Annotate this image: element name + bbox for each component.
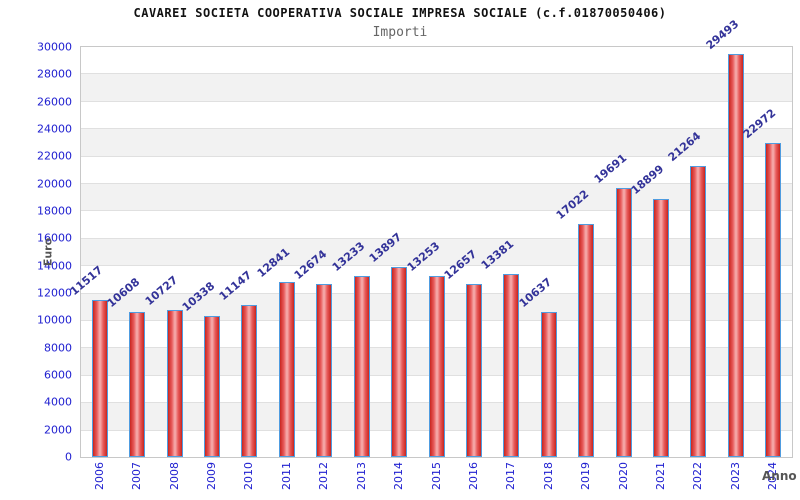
chart-subtitle: Importi [372, 25, 428, 40]
y-tick-label: 22000 [37, 149, 72, 163]
x-axis-label: Anno [762, 469, 797, 483]
bar-2014: 13897 [367, 231, 408, 457]
bar-value-label: 22972 [740, 106, 779, 142]
bar-value-label: 13233 [329, 239, 367, 275]
bar-2012: 12674 [292, 247, 333, 457]
bars-layer: 11517 10608 10727 10338 11147 12841 12674 13233… [67, 17, 792, 457]
grid-band [81, 73, 792, 101]
x-tick-label: 2018 [541, 462, 555, 490]
x-tick-label: 2007 [130, 462, 144, 490]
bar-value-label: 18899 [628, 162, 667, 197]
y-tick-label: 0 [65, 450, 72, 464]
y-tick-label: 18000 [37, 204, 72, 218]
bar-2006: 11517 [67, 263, 108, 457]
bar-2009: 10338 [180, 279, 220, 457]
bar-value-label: 13381 [478, 237, 517, 273]
y-tick-label: 12000 [37, 286, 72, 300]
y-tick-label: 6000 [44, 368, 72, 382]
x-tick-label: 2023 [728, 462, 742, 490]
bar-2010: 11147 [217, 268, 258, 457]
x-tick-label: 2019 [579, 462, 593, 490]
y-axis: 0 2000 4000 6000 8000 10000 12000 14000 16000 180… [0, 41, 80, 464]
bar-value-label: 13897 [366, 230, 405, 266]
y-tick-label: 24000 [37, 122, 72, 136]
x-tick-label: 2022 [691, 462, 705, 490]
y-tick-label: 2000 [44, 423, 72, 437]
y-tick-label: 10000 [37, 313, 72, 327]
x-tick-label: 2014 [392, 462, 406, 490]
bar-value-label: 12674 [291, 247, 330, 282]
bar-2022: 21264 [666, 130, 707, 457]
bar-value-label: 10338 [179, 279, 218, 314]
bar-2020: 19691 [591, 151, 632, 457]
bar-2021: 18899 [629, 162, 670, 457]
x-tick-label: 2010 [242, 462, 256, 490]
x-tick-label: 2020 [616, 462, 630, 490]
y-tick-label: 30000 [37, 40, 72, 54]
bar-2008: 10727 [142, 274, 183, 457]
bar-2016: 12657 [442, 247, 482, 457]
y-tick-label: 8000 [44, 341, 72, 355]
y-tick-label: 4000 [44, 395, 72, 409]
x-tick-label: 2012 [317, 462, 331, 490]
bar-2023: 29493 [704, 17, 744, 457]
bar-2015: 13253 [404, 239, 445, 457]
bar-value-label: 17022 [553, 187, 592, 223]
plot-area: 11517 10608 10727 10338 11147 12841 12674 13233… [67, 17, 793, 458]
bar-value-label: 12841 [254, 244, 293, 280]
bar-value-label: 13253 [404, 239, 442, 274]
y-tick-label: 26000 [37, 95, 72, 109]
bar-value-label: 21264 [666, 129, 704, 165]
x-tick-label: 2006 [92, 462, 106, 490]
bar-2018: 10637 [516, 275, 557, 457]
bar-2024: 22972 [741, 106, 782, 457]
chart-title: CAVAREI SOCIETA COOPERATIVA SOCIALE IMPR… [133, 6, 667, 20]
x-tick-label: 2016 [466, 462, 480, 490]
x-tick-label: 2008 [167, 462, 181, 490]
bar-value-label: 10608 [104, 275, 143, 311]
bar-2013: 13233 [329, 240, 370, 457]
grid-band [81, 100, 792, 128]
grid-band [81, 210, 792, 237]
y-tick-label: 20000 [37, 177, 72, 191]
x-tick-label: 2011 [279, 462, 293, 490]
bar-2017: 13381 [479, 238, 520, 457]
y-tick-label: 14000 [37, 259, 72, 273]
grid-band [81, 128, 792, 156]
bar-2007: 10608 [105, 275, 146, 457]
x-tick-label: 2017 [504, 462, 518, 490]
bar-value-label: 11147 [217, 268, 255, 303]
x-tick-label: 2009 [204, 462, 218, 490]
bar-value-label: 19691 [591, 151, 629, 186]
grid-band [81, 155, 792, 183]
x-tick-label: 2013 [354, 462, 368, 490]
x-axis: 2006 2007 2008 2009 2010 2011 2012 2013 2014 2015… [80, 461, 793, 499]
y-tick-label: 28000 [37, 67, 72, 81]
bar-2019: 17022 [554, 188, 595, 457]
grid-band [81, 265, 792, 292]
grid-band [81, 183, 792, 211]
bar-value-label: 10727 [142, 273, 180, 309]
bar-value-label: 10637 [516, 275, 555, 310]
y-tick-label: 16000 [37, 231, 72, 245]
x-tick-label: 2021 [654, 462, 668, 490]
x-tick-label: 2015 [429, 462, 443, 490]
bar-value-label: 12657 [441, 247, 480, 283]
bar-2011: 12841 [254, 245, 295, 457]
grid-band [81, 237, 792, 266]
y-axis-label: Euro [41, 237, 55, 267]
